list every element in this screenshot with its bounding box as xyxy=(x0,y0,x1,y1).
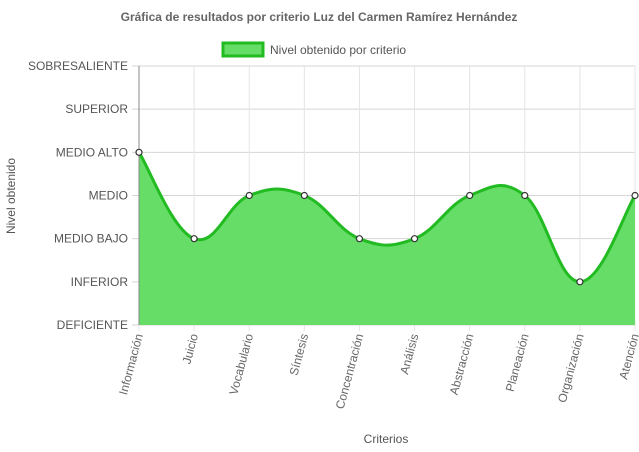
x-tick-label: Concentración xyxy=(333,332,367,410)
series-line xyxy=(137,151,637,284)
area-layer xyxy=(137,151,637,325)
x-tick-label: Atención xyxy=(616,332,639,381)
x-tick-label: Planeación xyxy=(503,332,532,393)
data-point[interactable] xyxy=(576,278,584,286)
data-point[interactable] xyxy=(355,235,364,243)
data-point[interactable] xyxy=(190,235,198,243)
y-tick-label: SOBRESALIENTE xyxy=(28,59,128,73)
data-point[interactable] xyxy=(631,191,639,200)
x-tick-label: Vocabulario xyxy=(226,332,256,397)
points-layer xyxy=(135,148,639,286)
x-tick-label: Información xyxy=(116,332,146,396)
area-fill xyxy=(139,152,635,325)
legend-swatch xyxy=(221,41,265,58)
x-tick-label: Análisis xyxy=(397,332,421,376)
y-tick-label: MEDIO xyxy=(89,189,128,203)
x-tick-label: Abstracción xyxy=(447,332,477,396)
legend-label: Nivel obtenido por criterio xyxy=(270,43,406,57)
x-axis-title: Criterios xyxy=(364,432,409,446)
data-point[interactable] xyxy=(466,191,474,200)
y-axis: DEFICIENTE INFERIOR MEDIO BAJO MEDIO MEDIO A… xyxy=(28,59,140,332)
y-tick-label: MEDIO BAJO xyxy=(54,232,128,246)
x-tick-label: Síntesis xyxy=(287,332,312,377)
y-axis-title: Nivel obtenido xyxy=(4,158,18,234)
y-tick-label: INFERIOR xyxy=(71,275,129,289)
data-point[interactable] xyxy=(300,191,308,200)
data-point[interactable] xyxy=(410,235,419,243)
chart-title: Gráfica de resultados por criterio Luz d… xyxy=(121,10,518,24)
x-tick-label: Juicio xyxy=(180,332,202,366)
data-point[interactable] xyxy=(521,191,529,200)
y-tick-label: MEDIO ALTO xyxy=(56,145,128,159)
data-point[interactable] xyxy=(135,148,143,156)
x-axis: Información Juicio Vocabulario Síntesis Conc… xyxy=(116,332,639,411)
data-point[interactable] xyxy=(245,191,253,200)
y-tick-label: SUPERIOR xyxy=(65,102,128,116)
y-tick-label: DEFICIENTE xyxy=(57,318,128,332)
x-tick-label: Organización xyxy=(555,332,587,404)
legend[interactable]: Nivel obtenido por criterio xyxy=(221,41,406,58)
